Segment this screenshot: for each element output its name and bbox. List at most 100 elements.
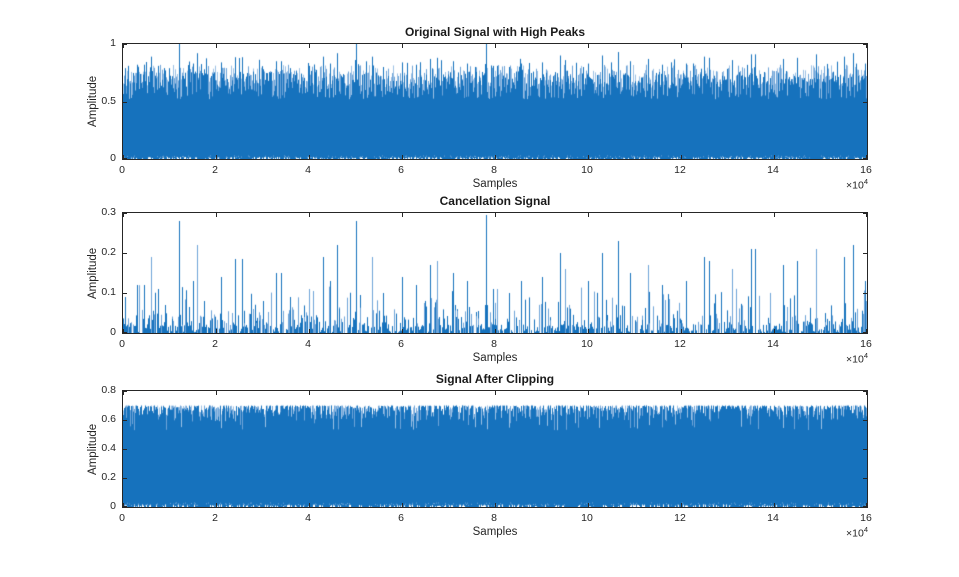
- tick-mark: [123, 503, 124, 507]
- y-tick-label: 0.1: [101, 286, 116, 298]
- tick-mark: [309, 329, 310, 333]
- plot-title-cancellation: Cancellation Signal: [439, 194, 551, 208]
- tick-mark: [123, 44, 127, 45]
- tick-mark: [588, 329, 589, 333]
- x-axis-label: Samples: [472, 178, 518, 190]
- x-tick-label: 6: [398, 338, 404, 350]
- tick-mark: [863, 478, 867, 479]
- tick-mark: [681, 213, 682, 217]
- tick-mark: [588, 44, 589, 48]
- tick-mark: [216, 155, 217, 159]
- tick-mark: [402, 391, 403, 395]
- x-tick-label: 16: [860, 512, 872, 524]
- tick-mark: [495, 155, 496, 159]
- x-tick-label: 6: [398, 512, 404, 524]
- multiplier-base: ×10: [846, 353, 864, 366]
- signal-canvas-clipped: [123, 391, 867, 507]
- x-tick-label: 0: [119, 338, 125, 350]
- plot-area-clipped: [122, 390, 868, 508]
- tick-mark: [216, 503, 217, 507]
- x-tick-label: 10: [581, 512, 593, 524]
- x-tick-label: 4: [305, 512, 311, 524]
- x-tick-label: 2: [212, 512, 218, 524]
- x-tick-label: 0: [119, 164, 125, 176]
- tick-mark: [402, 503, 403, 507]
- x-tick-label: 12: [674, 338, 686, 350]
- tick-mark: [123, 293, 127, 294]
- y-tick-labels: 0 0.1 0.2 0.3: [56, 206, 116, 338]
- tick-mark: [863, 44, 867, 45]
- tick-mark: [309, 391, 310, 395]
- x-axis-multiplier: ×104: [788, 351, 868, 366]
- y-tick-label: 0.3: [101, 206, 116, 218]
- tick-mark: [309, 213, 310, 217]
- tick-mark: [495, 329, 496, 333]
- tick-mark: [866, 44, 867, 48]
- plot-title-clipped: Signal After Clipping: [435, 372, 555, 386]
- tick-mark: [866, 391, 867, 395]
- tick-mark: [123, 449, 127, 450]
- x-tick-label: 10: [581, 164, 593, 176]
- tick-mark: [216, 44, 217, 48]
- tick-mark: [402, 213, 403, 217]
- tick-mark: [309, 44, 310, 48]
- tick-mark: [681, 155, 682, 159]
- y-tick-label: 1: [110, 37, 116, 49]
- tick-mark: [402, 329, 403, 333]
- tick-mark: [774, 329, 775, 333]
- tick-mark: [774, 391, 775, 395]
- x-tick-label: 8: [491, 164, 497, 176]
- tick-mark: [774, 503, 775, 507]
- tick-mark: [863, 158, 867, 159]
- tick-mark: [588, 503, 589, 507]
- x-tick-label: 6: [398, 164, 404, 176]
- x-tick-label: 16: [860, 164, 872, 176]
- x-tick-label: 4: [305, 338, 311, 350]
- tick-mark: [123, 391, 127, 392]
- tick-mark: [495, 503, 496, 507]
- tick-mark: [863, 391, 867, 392]
- x-tick-label: 12: [674, 164, 686, 176]
- tick-mark: [123, 506, 127, 507]
- tick-mark: [863, 420, 867, 421]
- tick-mark: [495, 391, 496, 395]
- tick-mark: [866, 213, 867, 217]
- tick-mark: [588, 213, 589, 217]
- x-axis-label: Samples: [472, 352, 518, 364]
- multiplier-base: ×10: [846, 527, 864, 540]
- multiplier-base: ×10: [846, 179, 864, 192]
- x-tick-label: 2: [212, 164, 218, 176]
- tick-mark: [123, 253, 127, 254]
- signal-canvas-cancellation: [123, 213, 867, 333]
- tick-mark: [123, 391, 124, 395]
- signal-canvas-original: [123, 44, 867, 159]
- x-tick-label: 8: [491, 512, 497, 524]
- plot-area-original: [122, 43, 868, 160]
- x-tick-label: 0: [119, 512, 125, 524]
- tick-mark: [866, 503, 867, 507]
- multiplier-exponent: 4: [863, 525, 868, 534]
- y-tick-labels: 0 0.2 0.4 0.6 0.8: [56, 384, 116, 512]
- tick-mark: [123, 158, 127, 159]
- x-tick-labels: 0 2 4 6 8 10 12 14 16: [119, 164, 872, 178]
- tick-mark: [216, 329, 217, 333]
- tick-mark: [681, 391, 682, 395]
- tick-mark: [123, 102, 127, 103]
- x-tick-label: 10: [581, 338, 593, 350]
- multiplier-exponent: 4: [863, 177, 868, 186]
- tick-mark: [863, 506, 867, 507]
- tick-mark: [216, 391, 217, 395]
- tick-mark: [495, 213, 496, 217]
- x-axis-multiplier: ×104: [788, 525, 868, 540]
- x-axis-multiplier: ×104: [788, 177, 868, 192]
- tick-mark: [863, 102, 867, 103]
- tick-mark: [774, 155, 775, 159]
- x-tick-label: 4: [305, 164, 311, 176]
- tick-mark: [123, 420, 127, 421]
- tick-mark: [123, 478, 127, 479]
- tick-mark: [123, 44, 124, 48]
- tick-mark: [123, 155, 124, 159]
- tick-mark: [588, 391, 589, 395]
- x-tick-labels: 0 2 4 6 8 10 12 14 16: [119, 512, 872, 526]
